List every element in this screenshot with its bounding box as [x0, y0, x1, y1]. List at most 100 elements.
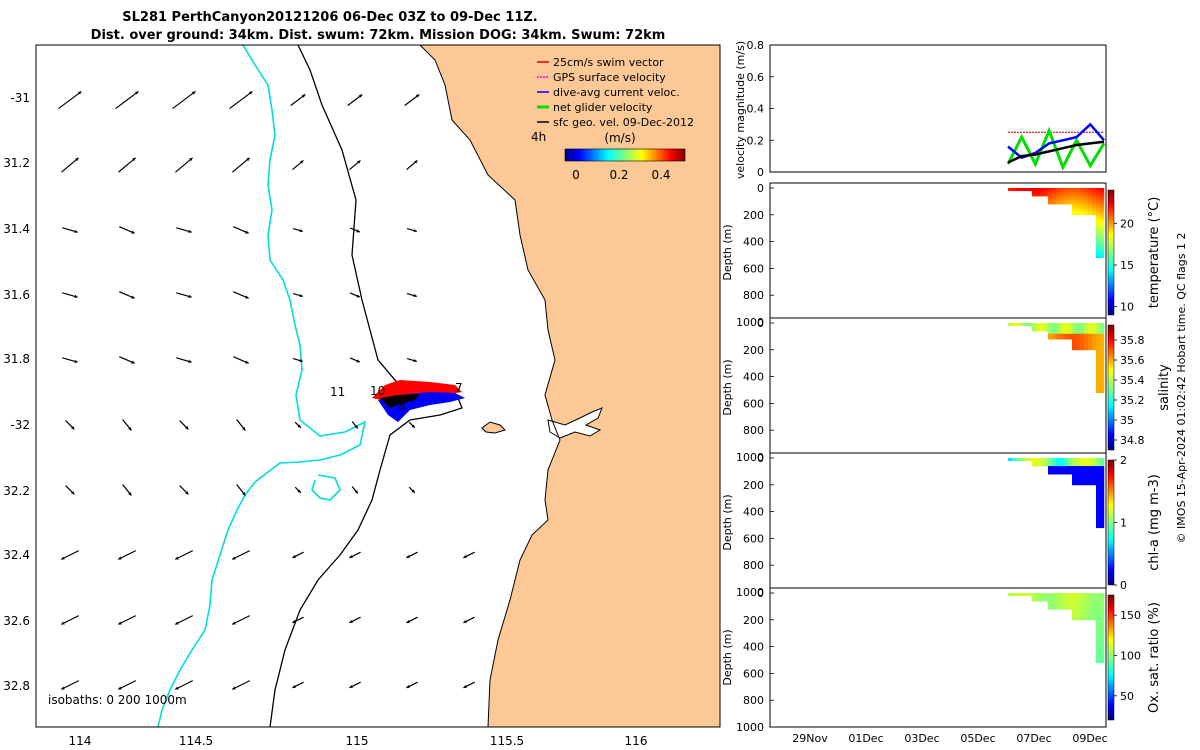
section-cell — [1076, 605, 1081, 607]
velocity-vector-head — [354, 425, 358, 429]
section-cell — [1084, 337, 1089, 340]
section-cell — [1044, 593, 1049, 595]
section-cell — [1084, 336, 1089, 339]
section-cell — [1072, 613, 1077, 615]
section-cell — [1072, 606, 1077, 609]
section-cell — [1096, 340, 1101, 343]
section-cell — [1092, 476, 1097, 479]
section-cell — [1080, 206, 1085, 209]
section-cell — [1092, 598, 1097, 601]
section-cell — [1088, 466, 1093, 468]
section-cell — [1100, 359, 1105, 361]
section-cell — [1096, 598, 1101, 601]
section-cell — [1076, 607, 1081, 610]
section-cell — [1084, 344, 1089, 347]
section-cell — [1024, 188, 1029, 190]
section-cell — [1052, 598, 1057, 601]
time-tick: 09Dec — [1072, 732, 1107, 745]
section-cell — [1072, 464, 1077, 467]
section-cell — [1092, 341, 1097, 344]
section-cell — [1100, 252, 1105, 255]
section-cell — [1008, 324, 1013, 327]
section-cell — [1088, 210, 1093, 213]
section-cell — [1052, 463, 1057, 466]
section-cell — [1092, 472, 1097, 475]
section-cell — [1008, 593, 1013, 595]
section-cell — [1092, 212, 1097, 214]
section-cell — [1056, 202, 1061, 205]
section-cell — [1060, 193, 1065, 196]
section-cell — [1080, 464, 1085, 467]
section-cell — [1036, 595, 1041, 598]
section-cell — [1060, 462, 1065, 464]
section-cell — [1092, 188, 1097, 190]
section-cell — [1084, 324, 1089, 327]
section-cell — [1068, 605, 1073, 607]
section-cell — [1068, 462, 1073, 464]
section-cell — [1096, 516, 1101, 519]
section-cell — [1092, 606, 1097, 609]
section-cell — [1012, 594, 1017, 597]
section-cell — [1100, 230, 1105, 233]
section-cell — [1088, 605, 1093, 607]
section-cell — [1060, 472, 1065, 475]
depth-ytick: 1000 — [736, 451, 764, 464]
colorbar-tick: 0.2 — [609, 168, 628, 182]
section-cell — [1068, 329, 1073, 332]
section-cell — [1100, 472, 1105, 475]
section-cell — [1100, 387, 1105, 390]
section-cell — [1052, 471, 1057, 474]
section-cell — [1096, 629, 1101, 631]
section-cell — [1080, 190, 1085, 193]
velocity-vector-head — [356, 359, 360, 363]
velocity-vector-head — [118, 556, 122, 560]
section-cell — [1068, 458, 1073, 460]
section-cell — [1100, 218, 1105, 221]
section-cell — [1060, 327, 1065, 329]
section-cell — [1096, 520, 1101, 523]
section-cell — [1076, 212, 1081, 214]
section-cell — [1088, 467, 1093, 470]
section-cell — [1100, 253, 1105, 256]
section-cell — [1072, 470, 1077, 472]
section-cell — [1092, 613, 1097, 615]
section-cell — [1080, 332, 1085, 335]
section-cell — [1096, 510, 1101, 512]
section-cell — [1080, 472, 1085, 475]
section-cell — [1096, 197, 1101, 200]
section-cell — [1080, 593, 1085, 595]
section-cell — [1036, 327, 1041, 329]
section-cell — [1096, 611, 1101, 614]
section-cell — [1100, 498, 1105, 500]
section-cell — [1092, 482, 1097, 484]
section-cell — [1096, 621, 1101, 623]
section-cell — [1080, 325, 1085, 328]
section-cell — [1100, 373, 1105, 376]
section-cell — [1092, 327, 1097, 329]
section-cell — [1072, 212, 1077, 214]
section-cell — [1044, 192, 1049, 194]
section-cell — [1052, 462, 1057, 464]
surface-velocity-vectors — [58, 90, 475, 690]
section-cell — [1076, 209, 1081, 212]
section-cell — [1096, 627, 1101, 630]
section-cell — [1096, 200, 1101, 202]
section-cell — [1076, 478, 1081, 480]
section-cell — [1076, 611, 1081, 614]
section-cell — [1024, 593, 1029, 595]
section-cell — [1100, 496, 1105, 499]
section-cell — [1084, 192, 1089, 194]
map-ytick: 32.4 — [3, 548, 30, 562]
section-cell — [1088, 323, 1093, 325]
section-cell — [1020, 188, 1025, 190]
section-cell — [1036, 190, 1041, 193]
section-cell — [1088, 337, 1093, 340]
velocity-panel: 00.20.40.60.8 velocity magnitude (m/s) — [734, 39, 1107, 179]
section-cell — [1028, 323, 1033, 325]
section-cell — [1088, 204, 1093, 206]
section-cell — [1056, 463, 1061, 466]
section-cell — [1096, 387, 1101, 390]
section-cell — [1088, 335, 1093, 337]
section-cell — [1092, 335, 1097, 337]
velocity-vector-head — [245, 230, 249, 234]
